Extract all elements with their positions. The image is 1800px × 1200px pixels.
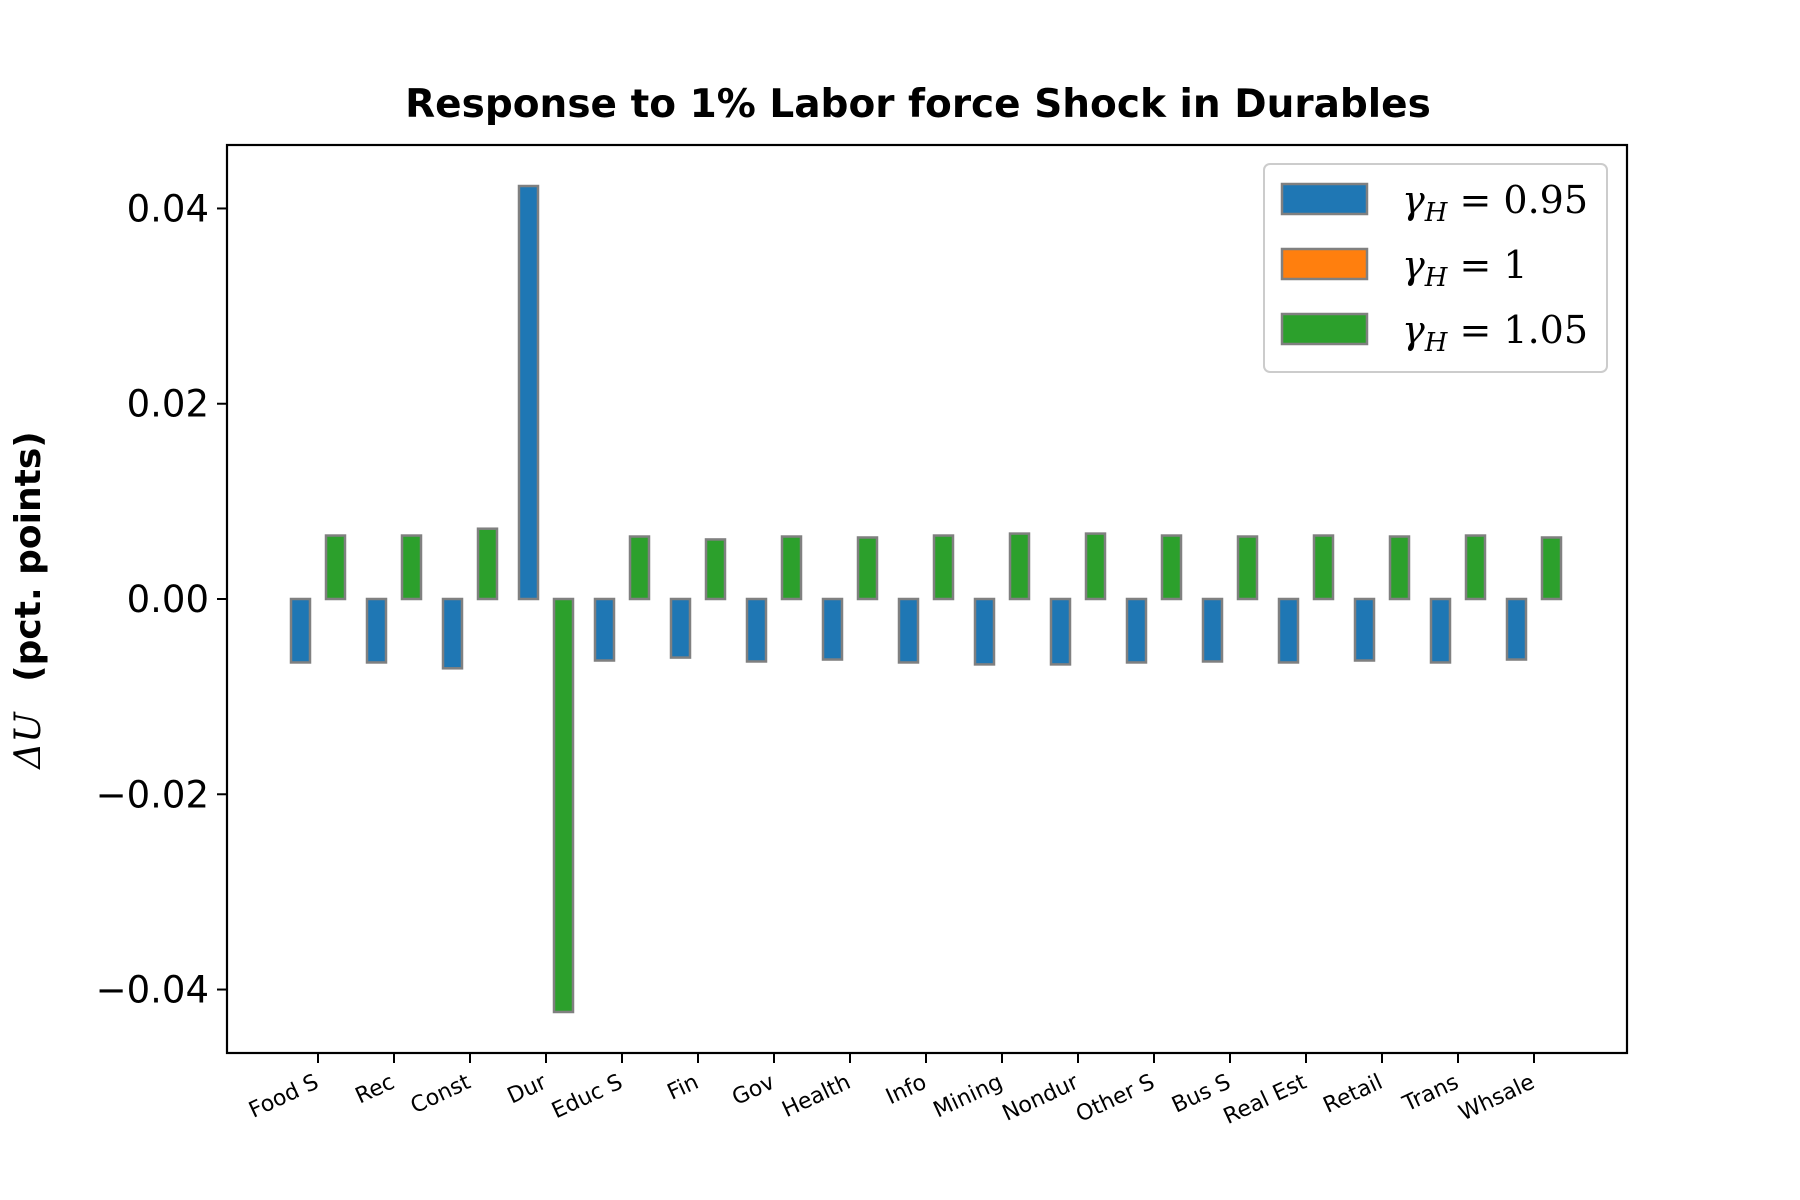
- chart-title: Response to 1% Labor force Shock in Dura…: [405, 82, 1431, 127]
- bar-0-food-s: [289, 597, 312, 664]
- bar-2-other-s: [1160, 534, 1183, 601]
- x-tick-label: Info: [882, 1070, 930, 1110]
- bar-0-real-est: [1277, 597, 1300, 664]
- x-tick-label: Const: [407, 1070, 475, 1119]
- x-tick-label: Educ S: [548, 1070, 626, 1124]
- plot-frame: [225, 143, 1629, 1055]
- bar-2-health: [856, 536, 879, 601]
- y-tick-label: 0.02: [127, 383, 209, 426]
- legend-entry-base: γ: [1402, 178, 1425, 222]
- y-tick-label: −0.04: [96, 969, 209, 1012]
- bar-2-info: [932, 534, 955, 601]
- bar-2-const: [476, 527, 499, 601]
- bar-0-educ-s: [593, 597, 616, 662]
- x-tick-label: Nondur: [999, 1069, 1084, 1126]
- x-tick-label: Food S: [245, 1070, 322, 1124]
- x-tick-label: Rec: [352, 1070, 399, 1110]
- bar-2-dur: [552, 597, 575, 1014]
- bar-2-real-est: [1312, 534, 1335, 601]
- y-axis-label-symbol: ΔU: [8, 711, 49, 771]
- bar-0-rec: [365, 597, 388, 664]
- x-tick-label: Whsale: [1455, 1070, 1538, 1127]
- bar-2-retail: [1388, 535, 1411, 601]
- bar-0-dur: [517, 184, 540, 601]
- y-tick-label: 0.04: [127, 187, 209, 230]
- y-axis: 0.04 0.02 0.00 −0.02 −0.04: [96, 187, 227, 1012]
- bar-0-const: [441, 597, 464, 670]
- legend-entry-base: γ: [1402, 243, 1425, 287]
- legend-entry: γH = 1: [1402, 243, 1528, 293]
- bar-2-fin: [704, 538, 727, 601]
- bar-0-health: [821, 597, 844, 661]
- x-tick-label: Gov: [729, 1070, 779, 1111]
- x-tick-label: Mining: [930, 1070, 1007, 1124]
- bar-2-educ-s: [628, 535, 651, 601]
- bar-2-gov: [780, 535, 803, 601]
- bar-2-whsale: [1540, 536, 1563, 601]
- legend-entry-rest: = 0.95: [1447, 178, 1588, 222]
- y-axis-label-text: (pct. points): [8, 431, 49, 682]
- bar-0-mining: [973, 597, 996, 666]
- bar-0-other-s: [1125, 597, 1148, 664]
- bar-2-bus-s: [1236, 535, 1259, 601]
- x-tick-label: Retail: [1320, 1070, 1387, 1119]
- bar-0-whsale: [1505, 597, 1528, 661]
- bar-2-nondur: [1084, 532, 1107, 601]
- svg-text:ΔU (pct. points): ΔU (pct. points): [8, 431, 49, 770]
- x-tick-label: Dur: [504, 1069, 552, 1109]
- legend-entry-base: γ: [1402, 308, 1425, 352]
- x-tick-label: Other S: [1072, 1070, 1158, 1128]
- bar-0-trans: [1429, 597, 1452, 664]
- legend-entry: γH = 1.05: [1402, 308, 1588, 358]
- x-tick-label: Real Est: [1220, 1070, 1311, 1130]
- y-axis-label: ΔU (pct. points): [8, 431, 49, 770]
- legend-entry-sub: H: [1424, 263, 1449, 293]
- legend-entry: γH = 0.95: [1402, 178, 1588, 228]
- bar-0-gov: [745, 597, 768, 663]
- legend-swatch: [1280, 182, 1369, 216]
- legend-entry-sub: H: [1424, 198, 1449, 228]
- legend-entry-sub: H: [1424, 328, 1449, 358]
- legend-swatch: [1280, 247, 1369, 281]
- bar-0-info: [897, 597, 920, 664]
- bars-layer: [289, 184, 1563, 1014]
- bar-2-trans: [1464, 534, 1487, 601]
- legend-entry-rest: = 1.05: [1447, 308, 1588, 352]
- bar-2-rec: [400, 534, 423, 601]
- bar-2-mining: [1008, 532, 1031, 601]
- bar-2-food-s: [324, 534, 347, 601]
- x-tick-label: Fin: [664, 1070, 703, 1106]
- x-tick-label: Trans: [1398, 1070, 1462, 1118]
- y-tick-label: −0.02: [96, 773, 209, 816]
- bar-0-retail: [1353, 597, 1376, 662]
- x-tick-label: Health: [778, 1070, 854, 1123]
- y-tick-label: 0.00: [127, 578, 209, 621]
- bar-0-fin: [669, 597, 692, 659]
- legend-entry-rest: = 1: [1447, 243, 1527, 287]
- bar-0-bus-s: [1201, 597, 1224, 663]
- bar-0-nondur: [1049, 597, 1072, 666]
- legend-swatch: [1280, 312, 1369, 346]
